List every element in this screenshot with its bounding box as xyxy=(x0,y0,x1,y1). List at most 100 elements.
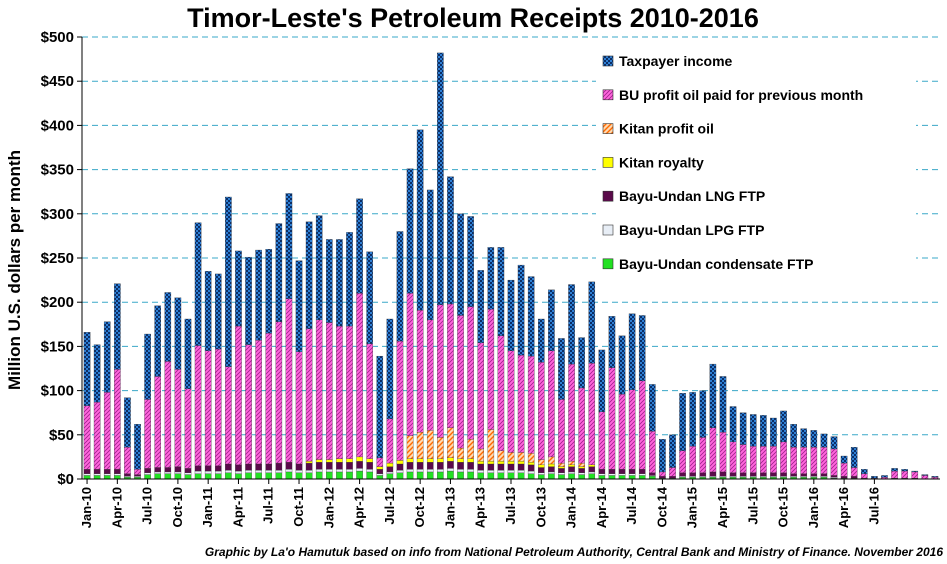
bar-segment-bu-profit-oil-paid-for-previous-month xyxy=(326,322,333,460)
bar-segment-bayu-undan-lpg-ftp xyxy=(144,472,151,475)
bar-segment-kitan-royalty xyxy=(497,461,505,465)
bar-segment-bayu-undan-lng-ftp xyxy=(497,463,505,471)
bar-segment-bayu-undan-lpg-ftp xyxy=(295,470,303,473)
bar-segment-taxpayer-income xyxy=(396,231,404,342)
bar-segment-bu-profit-oil-paid-for-previous-month xyxy=(184,388,192,469)
bar-segment-bayu-undan-lng-ftp xyxy=(103,469,111,474)
bar-segment-bayu-undan-lpg-ftp xyxy=(93,473,101,476)
bar-segment-taxpayer-income xyxy=(285,193,293,299)
bar-segment-kitan-profit-oil xyxy=(416,431,424,459)
bar-segment-kitan-royalty xyxy=(447,457,454,462)
bar-segment-taxpayer-income xyxy=(346,232,353,327)
bar-segment-kitan-royalty xyxy=(558,466,565,469)
bar-segment-bu-profit-oil-paid-for-previous-month xyxy=(265,332,273,465)
bar-segment-bayu-undan-lpg-ftp xyxy=(477,470,484,473)
bar-segment-bayu-undan-condensate-ftp xyxy=(174,473,182,480)
bar-month-35 xyxy=(437,52,444,480)
bar-segment-bayu-undan-lpg-ftp xyxy=(527,470,535,474)
y-tick-label: $150 xyxy=(41,338,74,355)
bar-segment-bayu-undan-lng-ftp xyxy=(346,462,353,470)
bar-segment-kitan-profit-oil xyxy=(497,450,505,462)
bar-segment-bayu-undan-lng-ftp xyxy=(618,469,626,474)
bar-month-70 xyxy=(790,424,797,480)
bar-segment-bayu-undan-lng-ftp xyxy=(729,472,737,477)
bar-segment-taxpayer-income xyxy=(356,198,363,294)
bar-segment-bu-profit-oil-paid-for-previous-month xyxy=(729,441,737,473)
bar-segment-bu-profit-oil-paid-for-previous-month xyxy=(679,450,686,473)
bar-segment-bayu-undan-lpg-ftp xyxy=(558,472,565,475)
bar-month-59 xyxy=(679,393,686,480)
bar-month-56 xyxy=(649,384,656,480)
bar-segment-bayu-undan-lng-ftp xyxy=(739,472,747,477)
y-tick-label: $350 xyxy=(41,162,74,179)
bar-month-26 xyxy=(346,232,353,480)
bar-segment-kitan-royalty xyxy=(396,460,404,465)
bar-month-12 xyxy=(204,271,212,480)
bar-segment-bayu-undan-lpg-ftp xyxy=(174,471,182,474)
bar-segment-taxpayer-income xyxy=(366,251,373,344)
bar-segment-kitan-royalty xyxy=(366,458,373,463)
bar-segment-bayu-undan-lng-ftp xyxy=(850,476,858,479)
x-tick-label: Apr-15 xyxy=(715,487,730,528)
bar-segment-bayu-undan-lng-ftp xyxy=(245,463,252,471)
bar-segment-kitan-profit-oil xyxy=(437,437,444,459)
bar-segment-bu-profit-oil-paid-for-previous-month xyxy=(103,392,111,470)
bar-month-45 xyxy=(538,318,545,480)
bar-segment-taxpayer-income xyxy=(568,284,575,365)
bar-segment-kitan-royalty xyxy=(356,456,363,462)
bar-segment-bu-profit-oil-paid-for-previous-month xyxy=(770,446,777,473)
bar-month-8 xyxy=(164,292,172,480)
bar-month-47 xyxy=(558,338,565,480)
bar-segment-bu-profit-oil-paid-for-previous-month xyxy=(467,306,474,440)
bar-segment-bu-profit-oil-paid-for-previous-month xyxy=(689,446,696,473)
bar-segment-kitan-royalty xyxy=(487,461,495,465)
bar-segment-taxpayer-income xyxy=(83,332,91,406)
bar-segment-kitan-royalty xyxy=(426,458,434,463)
bar-month-28 xyxy=(366,251,373,480)
legend-swatch-taxpayer-income xyxy=(602,55,614,67)
bar-segment-bayu-undan-lng-ftp xyxy=(164,467,172,473)
x-tick-label: Jul-14 xyxy=(624,486,639,524)
bar-segment-taxpayer-income xyxy=(800,428,808,448)
x-tick-label: Oct-14 xyxy=(654,486,669,527)
bar-month-14 xyxy=(225,196,232,480)
bar-segment-bu-profit-oil-paid-for-previous-month xyxy=(739,444,747,473)
bar-segment-taxpayer-income xyxy=(477,270,484,344)
bar-segment-bayu-undan-lng-ftp xyxy=(749,472,757,477)
bar-segment-kitan-profit-oil xyxy=(517,452,525,462)
bar-segment-bayu-undan-lpg-ftp xyxy=(416,469,424,473)
bar-segment-bayu-undan-lng-ftp xyxy=(507,463,515,471)
bar-month-52 xyxy=(608,316,616,480)
bar-segment-bu-profit-oil-paid-for-previous-month xyxy=(749,446,757,473)
bar-segment-taxpayer-income xyxy=(850,447,858,468)
bar-segment-bayu-undan-lng-ftp xyxy=(144,468,151,473)
legend-swatch-bayu-undan-lng-ftp xyxy=(602,190,614,202)
bar-segment-taxpayer-income xyxy=(517,264,525,356)
bar-segment-taxpayer-income xyxy=(235,250,242,327)
bar-month-79 xyxy=(881,475,888,480)
bar-month-51 xyxy=(598,349,606,480)
bar-segment-kitan-royalty xyxy=(538,464,545,468)
bar-month-61 xyxy=(699,390,707,480)
bar-segment-bayu-undan-lng-ftp xyxy=(447,461,454,469)
bar-segment-bayu-undan-lng-ftp xyxy=(810,473,818,477)
bar-segment-bayu-undan-lng-ftp xyxy=(406,462,414,470)
bar-segment-taxpayer-income xyxy=(901,469,908,472)
bar-segment-bayu-undan-lpg-ftp xyxy=(638,473,646,476)
bar-segment-bayu-undan-lpg-ftp xyxy=(507,470,515,473)
bar-segment-taxpayer-income xyxy=(679,393,686,451)
bar-segment-bayu-undan-lng-ftp xyxy=(225,463,232,471)
bar-segment-bu-profit-oil-paid-for-previous-month xyxy=(366,343,373,459)
bar-segment-bu-profit-oil-paid-for-previous-month xyxy=(346,325,353,459)
bar-segment-bu-profit-oil-paid-for-previous-month xyxy=(901,470,908,479)
bar-segment-taxpayer-income xyxy=(911,470,919,473)
bar-segment-bu-profit-oil-paid-for-previous-month xyxy=(840,462,848,477)
bar-segment-bayu-undan-condensate-ftp xyxy=(568,473,575,480)
bar-segment-bayu-undan-condensate-ftp xyxy=(538,474,545,480)
bar-segment-bu-profit-oil-paid-for-previous-month xyxy=(114,369,121,470)
bar-month-24 xyxy=(326,239,333,480)
bar-segment-taxpayer-income xyxy=(527,276,535,357)
bar-segment-kitan-profit-oil xyxy=(527,453,535,463)
bar-segment-bayu-undan-condensate-ftp xyxy=(578,474,585,480)
bar-segment-bu-profit-oil-paid-for-previous-month xyxy=(144,399,151,469)
